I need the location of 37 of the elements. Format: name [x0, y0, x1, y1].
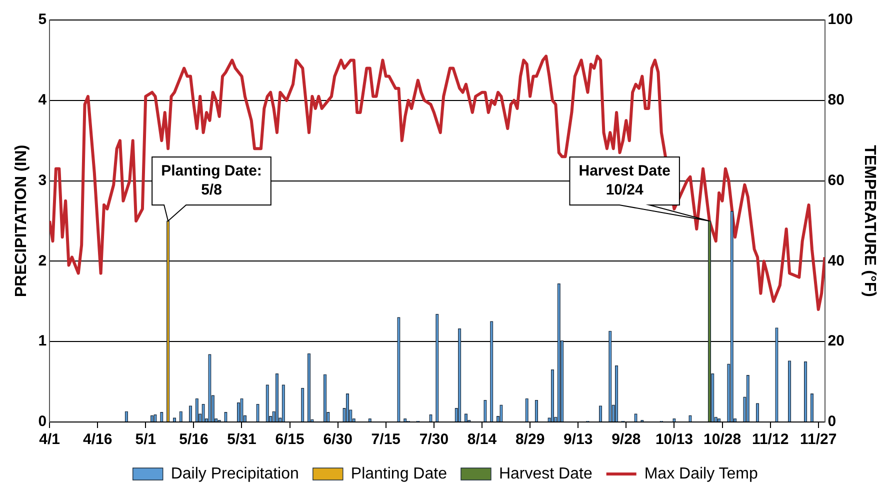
x-tick-label: 10/28 — [703, 431, 742, 448]
annotation: Planting Date: 5/8 — [161, 162, 262, 199]
x-tick-label: 7/15 — [371, 431, 401, 448]
x-tick-label: 4/16 — [82, 431, 112, 448]
x-tick-label: 9/28 — [612, 431, 641, 448]
x-tick-label: 11/27 — [800, 431, 837, 448]
y-tick-label: 4 — [38, 92, 48, 109]
y2-tick-label: 60 — [828, 172, 844, 189]
x-tick-label: 7/30 — [419, 431, 449, 448]
y-tick-label: 3 — [38, 172, 47, 189]
y2-tick-label: 40 — [828, 252, 844, 270]
x-tick-label: 11/12 — [752, 431, 789, 448]
x-tick-label: 10/13 — [655, 431, 693, 448]
y-tick-label: 0 — [38, 413, 47, 430]
x-tick-label: 6/15 — [275, 431, 304, 448]
y-tick-label: 2 — [38, 252, 47, 270]
y2-tick-label: 80 — [828, 92, 844, 109]
y-tick-label: 1 — [38, 332, 47, 350]
y2-axis-title: TEMPERATURE (°F) — [860, 145, 878, 297]
x-tick-label: 5/16 — [179, 431, 208, 448]
annotation: Harvest Date 10/24 — [578, 162, 670, 199]
y2-tick-label: 20 — [828, 332, 844, 350]
y2-tick-label: 0 — [828, 413, 836, 430]
legend-label: Planting Date — [350, 465, 448, 482]
x-tick-label: 9/13 — [564, 431, 593, 448]
y-axis-title: PRECIPITATION (IN) — [13, 144, 30, 298]
legend-label: Daily Precipitation — [170, 465, 299, 482]
x-tick-label: 6/30 — [323, 431, 352, 448]
y2-tick-label: 100 — [828, 11, 853, 28]
x-tick-label: 5/1 — [135, 431, 156, 448]
x-tick-label: 8/29 — [515, 431, 545, 448]
y-tick-label: 5 — [38, 11, 47, 28]
x-tick-label: 8/14 — [467, 431, 498, 448]
x-tick-label: 4/1 — [39, 431, 60, 448]
x-tick-label: 5/31 — [227, 431, 256, 448]
legend-label: Max Daily Temp — [644, 465, 758, 482]
legend-label: Harvest Date — [498, 465, 592, 482]
